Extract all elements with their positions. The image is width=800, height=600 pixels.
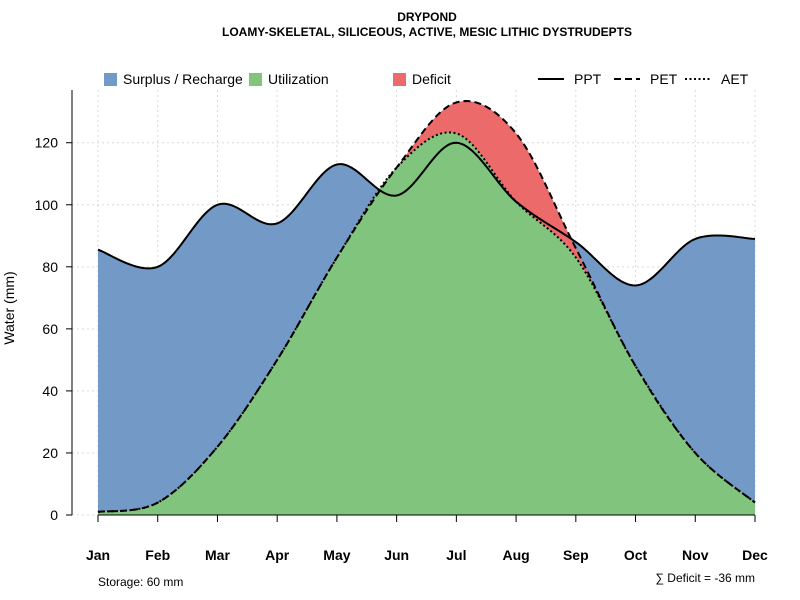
y-axis-label: Water (mm) (1, 271, 17, 344)
x-tick-label: Sep (563, 547, 589, 563)
y-tick-label: 60 (42, 321, 58, 337)
chart-subtitle: LOAMY-SKELETAL, SILICEOUS, ACTIVE, MESIC… (222, 25, 632, 39)
areas (98, 101, 755, 516)
legend-label: Deficit (412, 71, 451, 87)
x-tick-label: Aug (502, 547, 529, 563)
y-tick-label: 80 (42, 259, 58, 275)
x-tick-label: Jul (446, 547, 466, 563)
x-tick-label: Oct (624, 547, 648, 563)
lines (97, 100, 756, 513)
x-tick-label: Dec (742, 547, 768, 563)
y-tick-label: 20 (42, 445, 58, 461)
legend-label: PET (650, 71, 678, 87)
x-tick-label: Mar (205, 547, 230, 563)
x-tick-label: May (323, 547, 350, 563)
y-tick-label: 0 (50, 507, 58, 523)
legend-swatch (104, 73, 117, 86)
series-line-ppt (97, 141, 756, 287)
x-tick-label: Apr (265, 547, 290, 563)
x-tick-label: Jun (384, 547, 409, 563)
x-tick-label: Feb (145, 547, 170, 563)
storage-note: Storage: 60 mm (98, 575, 183, 589)
x-tick-label: Nov (682, 547, 709, 563)
legend-label: PPT (574, 71, 602, 87)
axes: 0 20 40 60 80 100 120 Jan Feb Mar Apr May Jun Jul Aug S… (35, 90, 768, 563)
deficit-note: ∑ Deficit = -36 mm (655, 571, 755, 585)
area-utilization (98, 132, 755, 516)
y-tick-label: 40 (42, 383, 58, 399)
series-line-aet (97, 131, 756, 513)
chart-title: DRYPOND (397, 10, 457, 24)
legend-label: AET (721, 71, 749, 87)
legend-swatch (393, 73, 406, 86)
legend: Surplus / Recharge Utilization Deficit PPT P… (104, 71, 749, 87)
y-tick-label: 120 (35, 135, 59, 151)
y-tick-label: 100 (35, 197, 59, 213)
legend-label: Utilization (268, 71, 329, 87)
x-tick-label: Jan (86, 547, 110, 563)
legend-label: Surplus / Recharge (123, 71, 243, 87)
legend-swatch (249, 73, 262, 86)
